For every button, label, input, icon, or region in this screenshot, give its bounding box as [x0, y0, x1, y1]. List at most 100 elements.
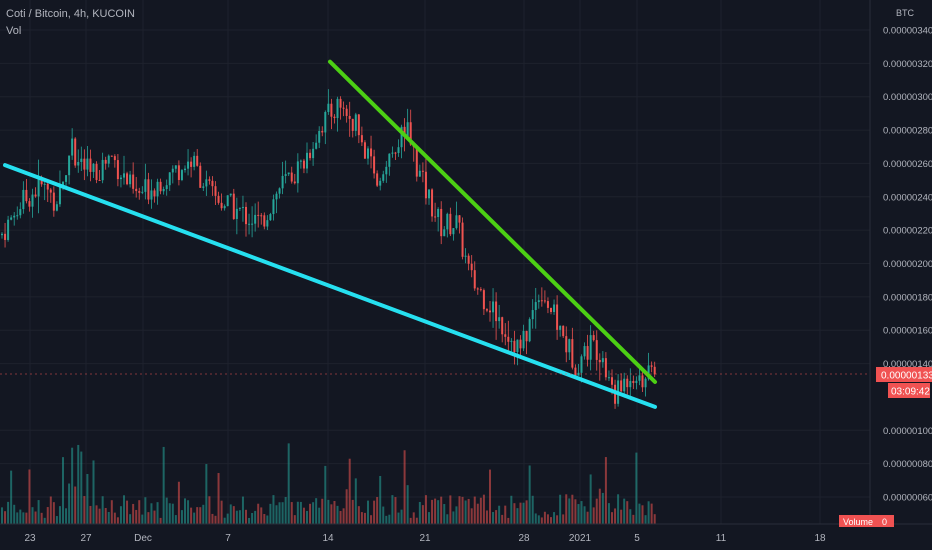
volume-bar: [626, 501, 629, 524]
volume-bar: [360, 512, 363, 524]
candle-body: [632, 380, 635, 383]
candle-body: [272, 199, 275, 215]
candle-body: [263, 215, 266, 227]
volume-bar: [553, 512, 556, 524]
volume-bar: [382, 506, 385, 524]
candle-body: [254, 214, 257, 224]
volume-bar: [174, 515, 177, 524]
volume-bar: [65, 508, 68, 524]
candle-body: [248, 223, 251, 225]
candle-body: [126, 173, 129, 185]
volume-indicator-label[interactable]: Vol: [6, 25, 22, 37]
candle-body: [400, 126, 403, 148]
volume-bar: [339, 510, 342, 524]
current-price-badge: 0.00000133: [876, 367, 932, 382]
candle-body: [46, 183, 49, 190]
candle-body: [119, 177, 122, 180]
candle-body: [132, 174, 135, 189]
volume-bar: [324, 465, 327, 524]
candle-body: [77, 161, 80, 166]
volume-bar: [586, 511, 589, 524]
time-tick-label: 11: [716, 533, 727, 544]
volume-bar: [251, 512, 254, 524]
candle-body: [531, 310, 534, 320]
volume-badge: Volume 0: [839, 515, 894, 527]
volume-bar: [363, 512, 366, 524]
volume-bar: [254, 510, 257, 524]
volume-bar: [525, 500, 528, 524]
volume-bar: [275, 505, 278, 524]
candle-body: [458, 215, 461, 223]
candle-body: [162, 189, 165, 192]
candle-body: [611, 377, 613, 385]
candle-body: [43, 183, 46, 185]
candle-body: [257, 214, 260, 216]
price-tick-label: 0.00000100: [883, 426, 932, 437]
candle-body: [351, 118, 354, 131]
volume-bar: [440, 496, 443, 524]
price-tick-label: 0.00000060: [883, 493, 932, 504]
candle-body: [537, 300, 540, 303]
candle-body: [318, 130, 321, 143]
volume-bar: [565, 494, 568, 524]
candle-body: [284, 174, 287, 176]
time-axis[interactable]: 23 27 Dec 7 14 21 28 2021 5 11 18: [24, 533, 826, 544]
candle-body: [223, 206, 226, 209]
resistance-trendline[interactable]: [328, 59, 657, 384]
candle-body: [165, 185, 168, 190]
volume-bar: [89, 505, 92, 524]
candle-body: [580, 356, 583, 373]
candle-body: [129, 174, 132, 185]
time-tick-label: Dec: [134, 533, 152, 544]
volume-bar: [296, 501, 299, 524]
volume-bar: [199, 507, 202, 524]
grid-lines: [0, 0, 870, 524]
candle-body: [135, 188, 138, 192]
candle-body: [418, 170, 421, 177]
support-trendline[interactable]: [3, 163, 657, 409]
candle-body: [415, 147, 418, 177]
volume-bar: [46, 507, 49, 524]
volume-bar: [7, 501, 10, 524]
candle-body: [376, 173, 379, 186]
volume-bar: [546, 514, 549, 524]
volume-bar: [135, 509, 138, 524]
candle-body: [68, 155, 71, 176]
candle-body: [543, 300, 546, 302]
candle-body: [489, 310, 491, 313]
time-tick-label: 7: [225, 533, 231, 544]
volume-bar: [455, 506, 458, 524]
candle-body: [196, 155, 199, 166]
candle-body: [22, 189, 25, 210]
volume-bar: [171, 503, 174, 524]
candle-body: [226, 195, 229, 207]
volume-bar: [156, 502, 159, 524]
volume-bar: [162, 446, 165, 524]
candle-body: [110, 155, 113, 157]
volume-bar: [415, 517, 418, 524]
volume-bar: [580, 501, 583, 524]
price-tick-label: 0.00000220: [883, 226, 932, 237]
volume-bar: [226, 513, 229, 524]
candle-body: [363, 142, 366, 159]
price-axis[interactable]: 0.00000340 0.00000320 0.00000300 0.00000280…: [883, 26, 932, 504]
volume-bar: [306, 510, 308, 524]
candle-body: [65, 175, 68, 182]
candle-body: [339, 98, 342, 108]
volume-bar: [373, 500, 376, 524]
candle-body: [354, 114, 357, 131]
volume-bar: [238, 510, 241, 524]
volume-bar: [571, 494, 574, 524]
volume-bar: [40, 512, 43, 524]
price-tick-label: 0.00000340: [883, 26, 932, 37]
candle-body: [10, 217, 13, 220]
trendlines[interactable]: [3, 59, 657, 409]
candle-body: [461, 222, 464, 257]
candle-body: [638, 375, 641, 381]
volume-bar: [263, 514, 266, 524]
volume-bar: [159, 517, 162, 524]
candle-body: [34, 194, 37, 197]
candle-body: [205, 179, 208, 187]
candle-body: [342, 107, 345, 109]
